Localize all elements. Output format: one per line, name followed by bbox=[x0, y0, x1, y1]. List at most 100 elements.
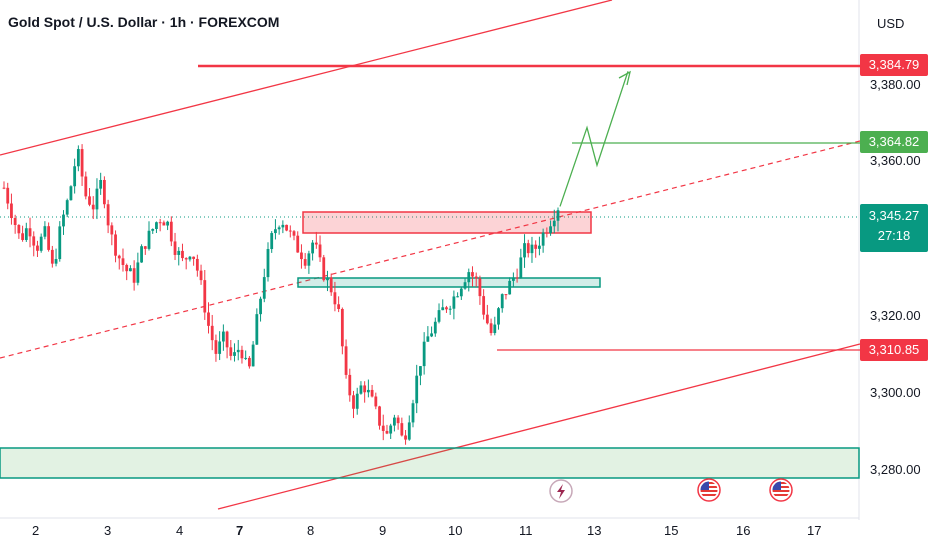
candle-body bbox=[523, 243, 526, 258]
candle-body bbox=[314, 242, 318, 245]
candle-body bbox=[95, 188, 99, 210]
candle-body bbox=[504, 294, 508, 296]
candle-body bbox=[151, 228, 155, 231]
candle-body bbox=[244, 357, 248, 359]
candle-body bbox=[288, 230, 292, 232]
candle-body bbox=[355, 393, 359, 409]
candle-body bbox=[326, 277, 329, 281]
candle-body bbox=[500, 294, 504, 309]
x-tick: 17 bbox=[807, 523, 821, 538]
candle-body bbox=[24, 228, 28, 240]
candle-body bbox=[489, 323, 493, 334]
candle-body bbox=[467, 272, 471, 283]
candle-body bbox=[91, 204, 95, 210]
y-tick: 3,320.00 bbox=[870, 308, 921, 323]
candle-body bbox=[519, 257, 523, 278]
candle-body bbox=[155, 222, 158, 229]
channel-mid-dashed-line[interactable] bbox=[0, 140, 861, 359]
candle-body bbox=[545, 232, 549, 234]
candle-countdown: 27:18 bbox=[877, 228, 911, 243]
candle-body bbox=[210, 325, 214, 341]
candle-body bbox=[393, 417, 396, 426]
candle-body bbox=[169, 221, 173, 242]
candle-body bbox=[456, 296, 460, 298]
lightning-icon[interactable] bbox=[549, 479, 573, 503]
candle-body bbox=[195, 258, 199, 271]
candle-body bbox=[58, 226, 62, 260]
candle-body bbox=[233, 352, 236, 356]
candle-body bbox=[322, 257, 326, 281]
candle-body bbox=[221, 331, 225, 342]
candle-body bbox=[404, 435, 407, 440]
currency-label[interactable]: USD bbox=[877, 16, 905, 31]
candle-body bbox=[407, 422, 411, 440]
candle-body bbox=[129, 268, 132, 272]
us-flag-icon[interactable] bbox=[769, 478, 793, 502]
candle-body bbox=[47, 226, 51, 250]
candle-body bbox=[285, 224, 288, 231]
candle-body bbox=[482, 296, 486, 315]
x-tick: 9 bbox=[379, 523, 386, 538]
price-tag-support: 3,310.85 bbox=[860, 339, 928, 361]
candle-body bbox=[333, 292, 337, 305]
price-tag-target-mid: 3,364.82 bbox=[860, 131, 928, 153]
y-tick: 3,380.00 bbox=[870, 77, 921, 92]
candle-body bbox=[181, 250, 184, 259]
candle-body bbox=[471, 272, 474, 277]
y-tick: 3,280.00 bbox=[870, 462, 921, 477]
candle-body bbox=[266, 249, 270, 278]
candle-body bbox=[363, 385, 367, 393]
candle-body bbox=[225, 331, 229, 348]
candle-body bbox=[318, 244, 322, 258]
candle-body bbox=[474, 276, 478, 279]
candle-body bbox=[359, 385, 363, 394]
price-tag-target-high: 3,384.79 bbox=[860, 54, 928, 76]
x-tick: 13 bbox=[587, 523, 601, 538]
candle-body bbox=[515, 277, 519, 279]
channel-upper-line[interactable] bbox=[0, 0, 613, 156]
candle-body bbox=[162, 222, 166, 226]
candle-body bbox=[552, 220, 556, 227]
x-tick: 15 bbox=[664, 523, 678, 538]
candle-body bbox=[389, 425, 393, 434]
candle-body bbox=[188, 256, 192, 260]
candle-body bbox=[259, 298, 262, 315]
candle-body bbox=[62, 214, 65, 227]
candle-body bbox=[307, 253, 311, 266]
candle-body bbox=[411, 403, 415, 423]
candle-body bbox=[437, 310, 441, 322]
demand-zone[interactable] bbox=[0, 447, 860, 479]
candle-body bbox=[117, 255, 121, 259]
us-flag-icon[interactable] bbox=[697, 478, 721, 502]
candle-body bbox=[340, 308, 344, 347]
candle-body bbox=[32, 236, 36, 246]
candle-body bbox=[311, 242, 315, 254]
candle-body bbox=[10, 203, 13, 218]
candle-body bbox=[192, 256, 196, 259]
candle-body bbox=[381, 425, 385, 431]
candle-body bbox=[13, 217, 17, 225]
candle-body bbox=[76, 149, 80, 167]
candle-body bbox=[422, 341, 426, 367]
x-tick: 16 bbox=[736, 523, 750, 538]
price-tag-current: 3,345.27 27:18 bbox=[860, 204, 928, 252]
candle-body bbox=[303, 259, 307, 266]
candle-body bbox=[430, 333, 433, 337]
candle-body bbox=[102, 179, 106, 205]
candle-body bbox=[6, 187, 10, 204]
candle-body bbox=[445, 307, 448, 310]
y-tick: 3,360.00 bbox=[870, 153, 921, 168]
candle-body bbox=[143, 246, 147, 249]
candle-body bbox=[541, 232, 545, 246]
x-tick: 3 bbox=[104, 523, 111, 538]
candle-body bbox=[106, 204, 110, 226]
candle-body bbox=[140, 246, 143, 263]
support-zone[interactable] bbox=[297, 277, 601, 288]
candle-body bbox=[478, 278, 482, 297]
candle-body bbox=[270, 233, 274, 250]
x-tick: 4 bbox=[176, 523, 183, 538]
channel-lower-line[interactable] bbox=[217, 343, 861, 510]
projection-path[interactable] bbox=[559, 71, 629, 207]
resistance-zone[interactable] bbox=[302, 211, 592, 234]
